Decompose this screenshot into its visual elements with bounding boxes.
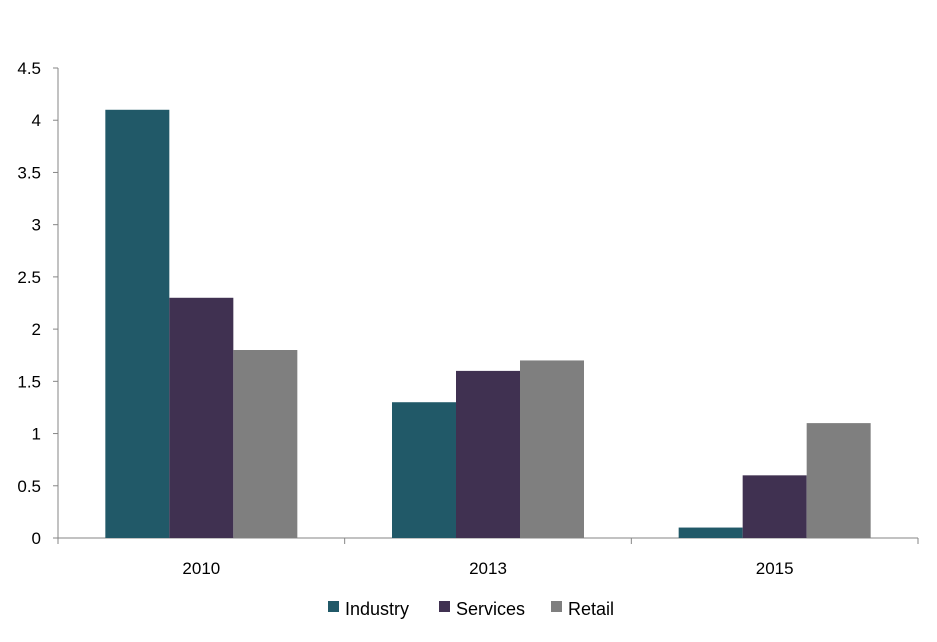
x-tick-label: 2015 [756,559,794,578]
bar-industry-2013 [392,402,456,538]
y-tick-label: 1 [32,425,41,444]
bar-services-2015 [742,475,807,538]
y-tick-label: 0.5 [17,477,41,496]
bar-retail-2013 [520,360,584,538]
legend-swatch-retail [551,601,562,612]
bars [105,109,871,539]
x-tick-label: 2013 [469,559,507,578]
legend: Industry Services Retail [328,599,614,619]
legend-swatch-industry [328,601,339,612]
legend-label-retail: Retail [568,599,614,619]
y-tick-label: 3.5 [17,163,41,182]
x-tick-label: 2010 [182,559,220,578]
legend-label-industry: Industry [345,599,409,619]
y-tick-label: 4 [32,111,41,130]
x-axis: 2010 2013 2015 [57,537,919,578]
y-tick-label: 1.5 [17,372,41,391]
legend-swatch-services [439,601,450,612]
y-tick-label: 2 [32,320,41,339]
bar-retail-2010 [233,350,298,538]
legend-label-services: Services [456,599,525,619]
bar-industry-2010 [105,109,170,539]
bar-services-2013 [456,370,520,538]
bar-services-2010 [169,297,234,538]
y-tick-label: 2.5 [17,268,41,287]
y-tick-label: 4.5 [17,59,41,78]
bar-industry-2015 [678,527,743,538]
bar-retail-2015 [806,423,871,538]
y-tick-label: 0 [32,529,41,548]
y-tick-label: 3 [32,216,41,235]
y-axis: 0 0.5 1 1.5 2 2.5 3 3.5 4 4.5 [17,59,59,548]
